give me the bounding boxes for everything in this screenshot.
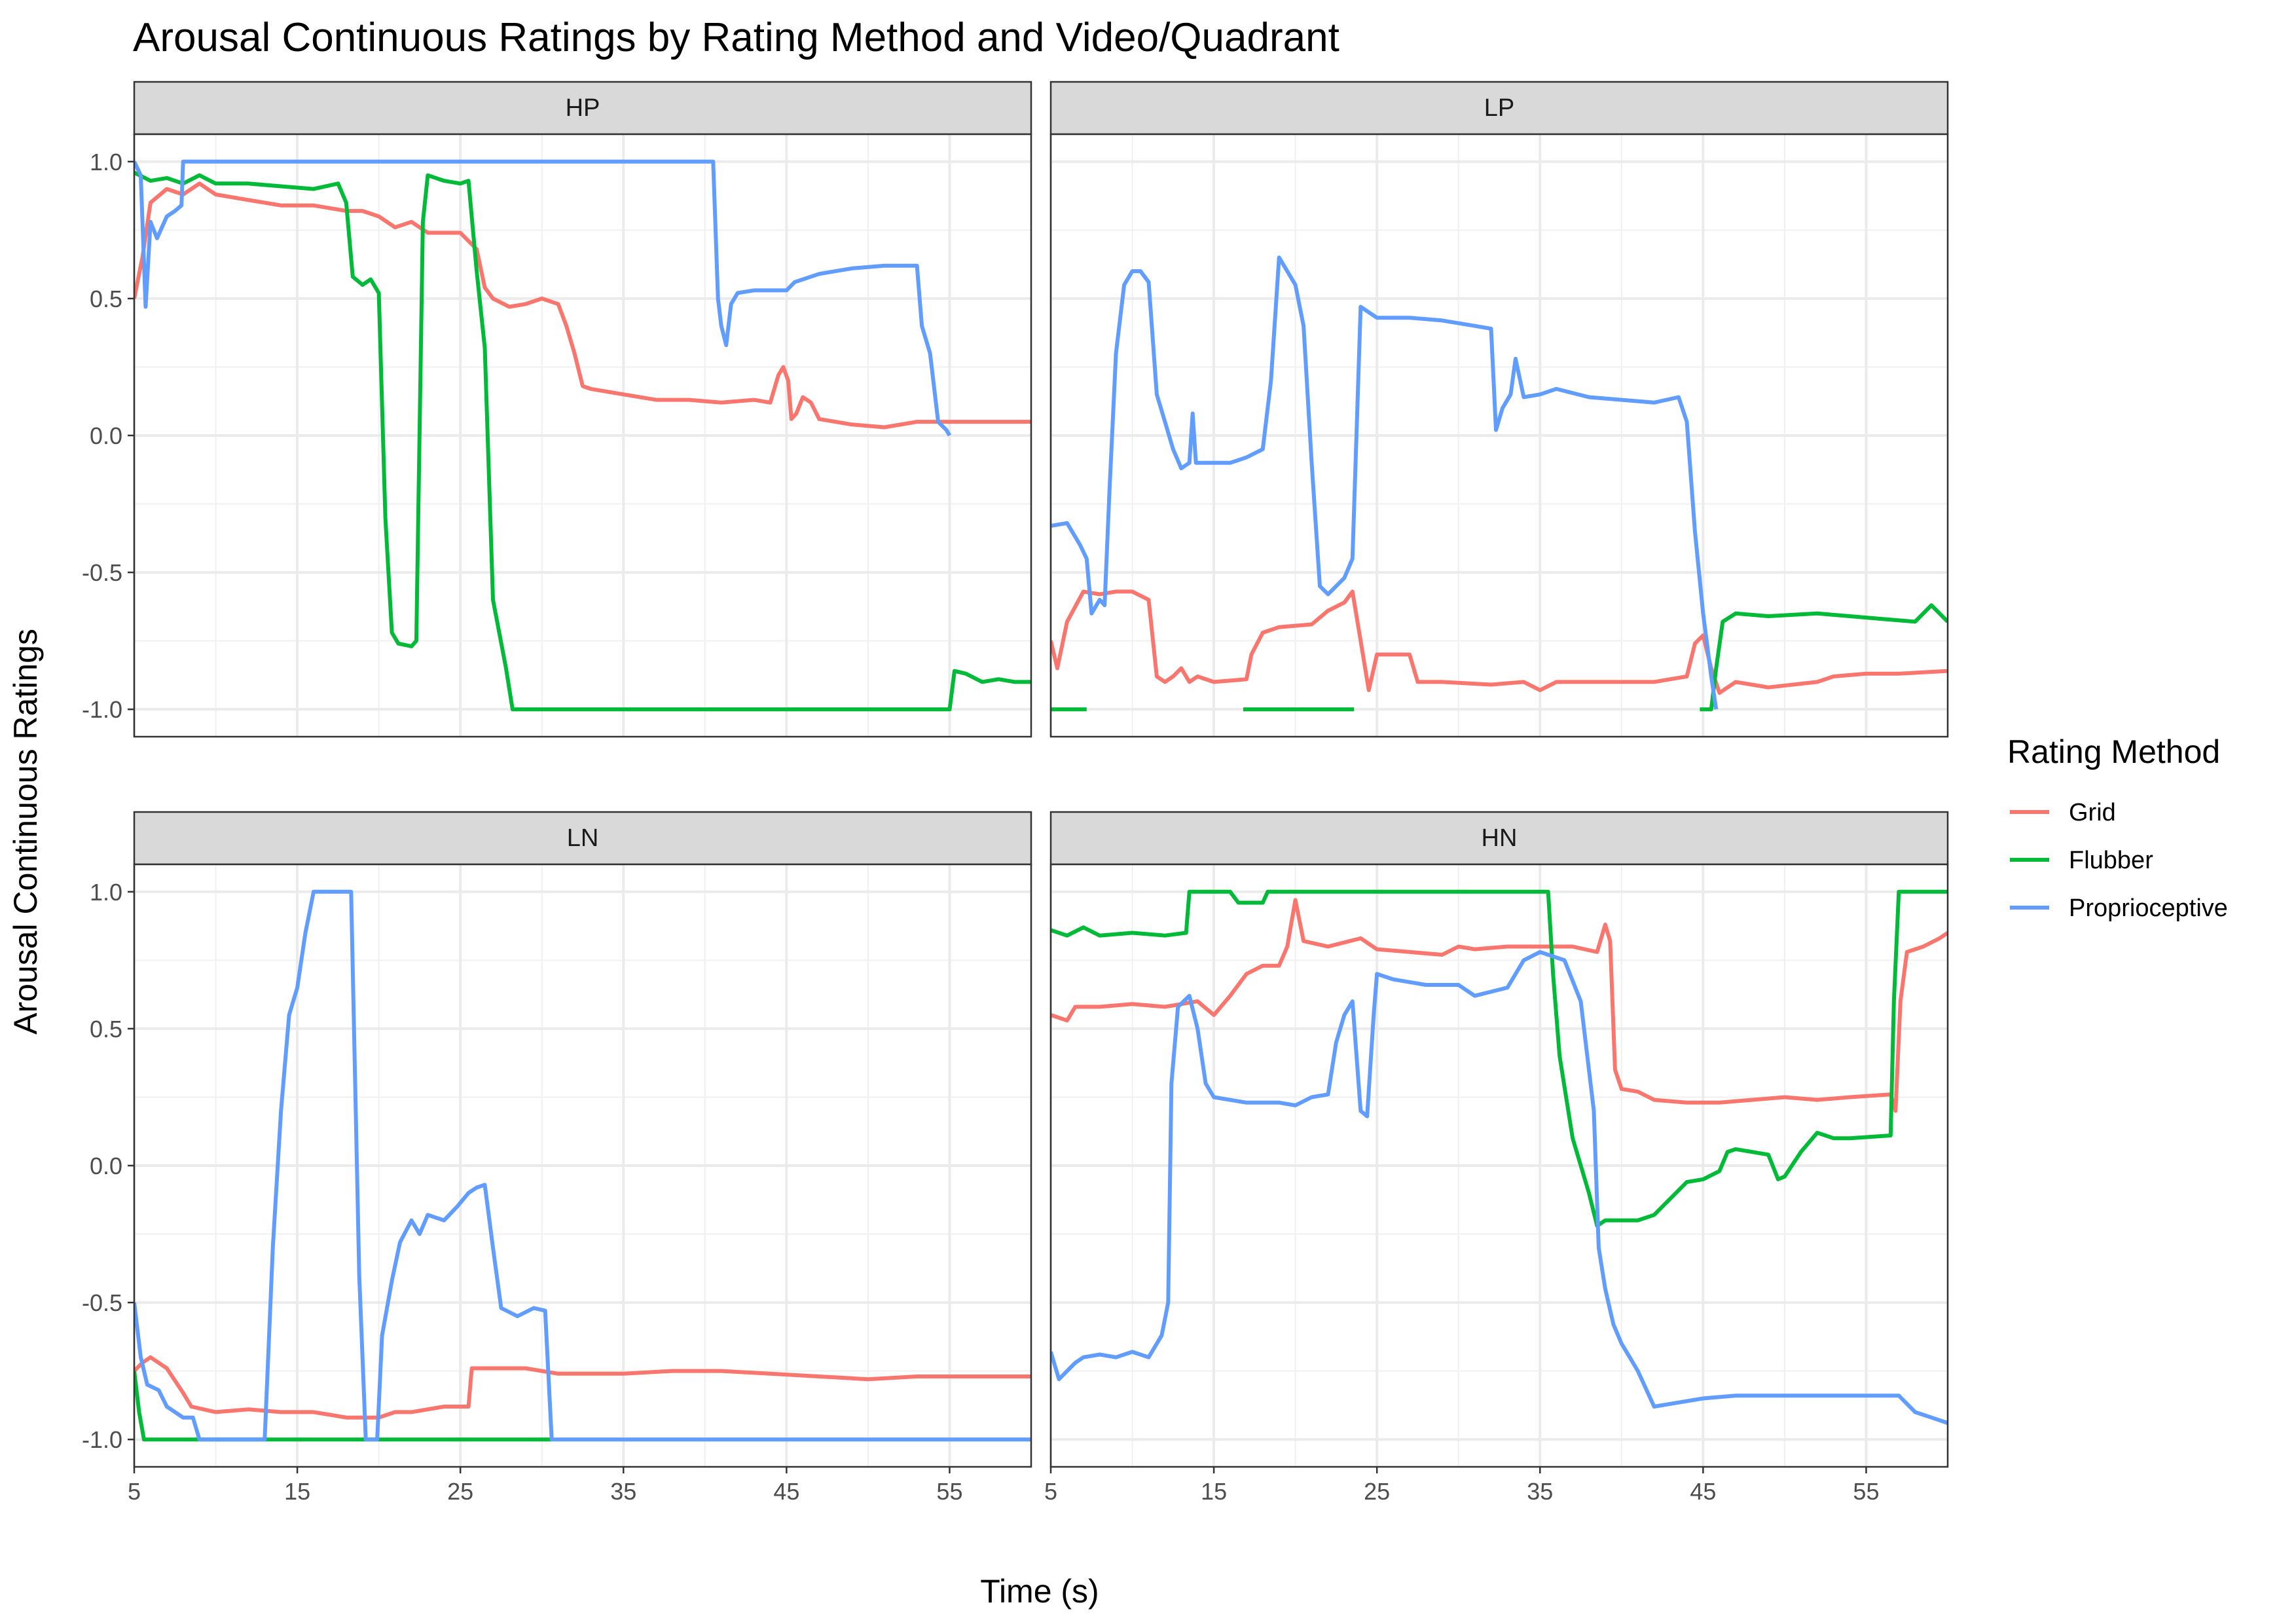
x-tick-label: 45 [773,1478,799,1505]
legend-label-proprioceptive: Proprioceptive [2069,895,2228,922]
series-line-flubber [134,170,1031,712]
facet-strip-label: LN [567,824,599,852]
legend-label-grid: Grid [2069,799,2116,826]
series-line-grid [134,181,1031,430]
legend-label-flubber: Flubber [2069,847,2153,874]
facet-strip-label: LP [1484,94,1514,122]
series-line-grid [134,1355,1031,1420]
chart-title: Arousal Continuous Ratings by Rating Met… [133,15,1339,60]
series-group [134,889,1031,1442]
facet-strip [133,81,1032,136]
panel-border [1049,133,1949,738]
x-tick-label: 25 [1364,1478,1390,1505]
series-line-proprioceptive [1051,255,1719,710]
series-line-flubber [1051,889,1948,1228]
series-line-proprioceptive [134,159,952,437]
y-tick-label: 0.0 [90,422,122,449]
series-line-proprioceptive [134,889,1031,1442]
x-tick-label: 55 [1853,1478,1879,1505]
y-tick-label: -0.5 [82,1289,122,1316]
facet-hp: HP 1.0 0.5 0.0 -0.5 -1.0 [82,81,1032,738]
y-axis-title: Arousal Continuous Ratings [7,629,44,1035]
series-line-grid [1051,898,1948,1113]
y-tick-label: 1.0 [90,879,122,906]
facet-strip-label: HN [1482,824,1518,852]
series-group [134,159,1031,712]
facet-hn: HN 5 15 25 35 45 55 [1044,811,1949,1505]
x-tick-label: 45 [1690,1478,1716,1505]
panel-border [1049,863,1949,1468]
legend: Rating Method Grid Flubber Proprioceptive [2007,733,2228,922]
facet-strip-label: HP [566,94,600,122]
y-tick-label: 0.5 [90,1016,122,1043]
x-tick-label: 25 [447,1478,473,1505]
facet-grid: HP 1.0 0.5 0.0 -0.5 -1.0 LP LN 1.0 0.5 0.0 -0.5 -1.0… [82,81,1949,1505]
x-tick-label: 5 [1044,1478,1057,1505]
legend-title: Rating Method [2007,733,2220,770]
series-line-proprioceptive [1051,950,1948,1425]
series-group [1051,889,1948,1425]
x-tick-label: 15 [1201,1478,1227,1505]
y-tick-label: 1.0 [90,149,122,175]
x-tick-label: 35 [1527,1478,1553,1505]
y-tick-label: -1.0 [82,696,122,723]
series-line-flubber [1700,603,1948,712]
x-tick-label: 5 [128,1478,141,1505]
y-tick-label: 0.0 [90,1153,122,1179]
y-tick-label: -1.0 [82,1426,122,1453]
facet-ln: LN 1.0 0.5 0.0 -0.5 -1.05 15 25 35 45 55 [82,811,1032,1505]
y-tick-label: 0.5 [90,286,122,312]
facet-strip [1049,811,1949,866]
y-tick-label: -0.5 [82,559,122,586]
x-axis-title: Time (s) [980,1573,1099,1610]
x-tick-label: 55 [936,1478,962,1505]
x-tick-label: 35 [610,1478,636,1505]
facet-lp: LP [1049,81,1949,738]
x-tick-label: 15 [284,1478,310,1505]
series-group [1051,255,1948,712]
